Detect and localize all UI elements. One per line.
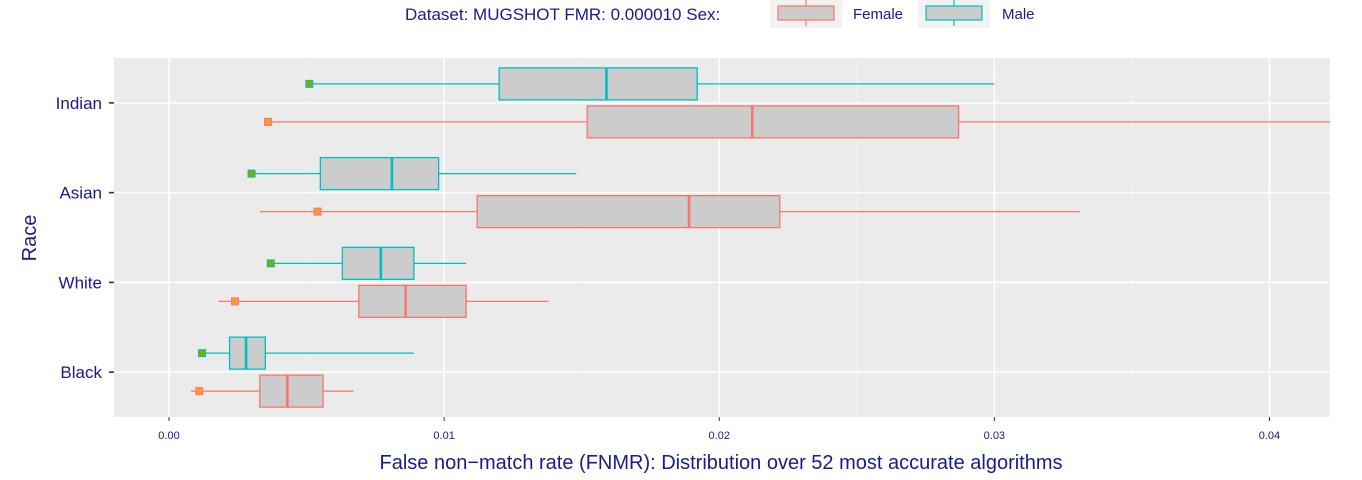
box-iqr (498, 67, 698, 101)
x-axis-title: False non−match rate (FNMR): Distributio… (379, 452, 1062, 474)
marker-point (231, 297, 240, 306)
box-indian-female (264, 105, 1330, 139)
axes: 0.00 0.01 0.02 0.03 0.04 Indian Asian White Blac… (56, 94, 1281, 442)
marker-point (247, 169, 256, 178)
box-black-female (191, 374, 354, 408)
box-iqr (476, 194, 781, 229)
legend-label-male: Male (1002, 6, 1035, 23)
x-tick-label: 0.02 (709, 430, 730, 442)
marker-point (195, 387, 204, 396)
legend-key-female (770, 0, 842, 28)
legend-title: Dataset: MUGSHOT FMR: 0.000010 Sex: (405, 5, 720, 24)
y-axis-title: Race (19, 215, 41, 262)
box-asian-male (247, 156, 577, 191)
box-asian-female (259, 194, 1080, 229)
grid (114, 58, 1330, 417)
marker-point (264, 117, 273, 126)
x-tick-label: 0.01 (433, 430, 454, 442)
box-white-female (218, 284, 549, 319)
x-tick-label: 0.04 (1259, 430, 1280, 442)
marker-point (305, 79, 314, 88)
legend: Dataset: MUGSHOT FMR: 0.000010 Sex: Fema… (405, 0, 1035, 28)
box-white-male (266, 246, 467, 281)
box-iqr (259, 374, 324, 408)
y-tick-label: Asian (59, 184, 102, 203)
box-iqr (586, 105, 960, 139)
x-tick-label: 0.03 (984, 430, 1005, 442)
legend-key-male (918, 0, 990, 28)
x-tick-label: 0.00 (158, 430, 179, 442)
y-tick-label: Indian (56, 94, 102, 113)
box-iqr (319, 156, 440, 191)
marker-point (313, 207, 322, 216)
legend-label-female: Female (853, 6, 903, 23)
box-iqr (358, 284, 467, 319)
box-indian-male (305, 67, 995, 101)
boxes (191, 67, 1330, 408)
marker-point (266, 259, 275, 268)
box-black-male (198, 336, 414, 370)
y-tick-label: Black (60, 363, 102, 382)
box-iqr (228, 336, 266, 370)
box-iqr (341, 246, 415, 281)
marker-point (198, 349, 207, 358)
y-tick-label: White (59, 273, 102, 292)
